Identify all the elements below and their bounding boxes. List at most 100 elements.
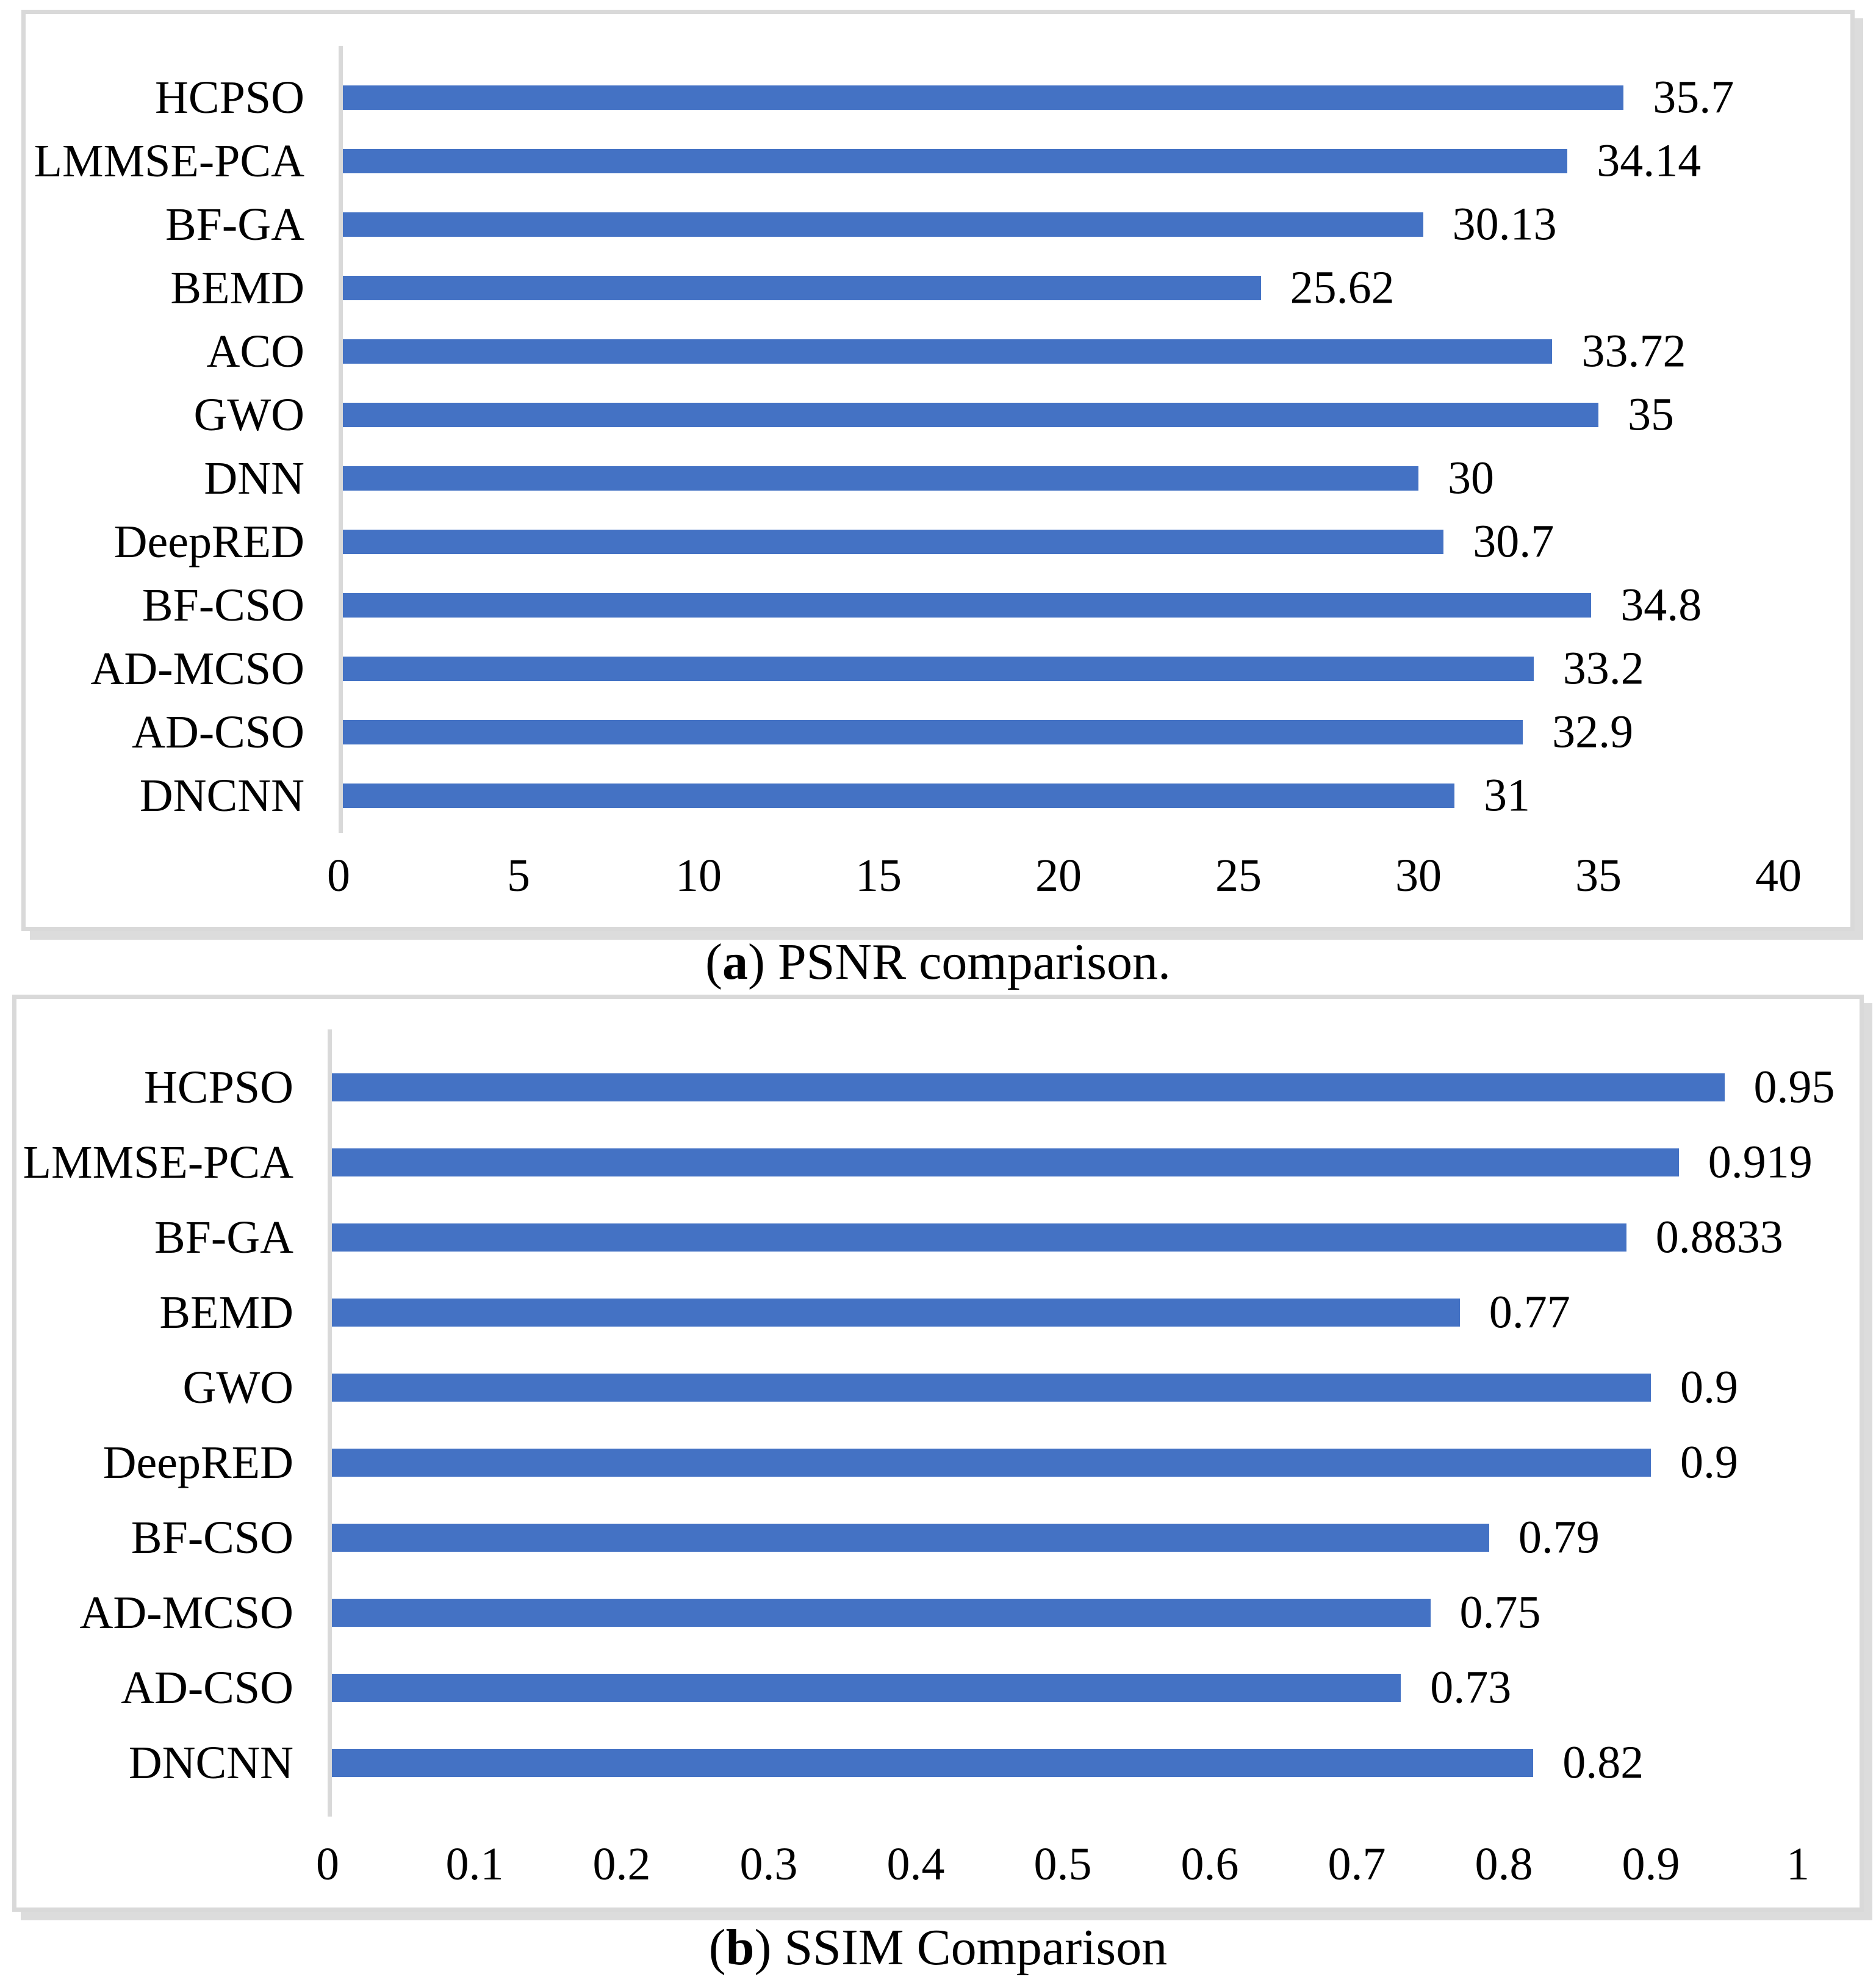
bar: 0.82 <box>328 1737 1644 1788</box>
value-label: 30.13 <box>1452 198 1557 250</box>
value-label: 0.77 <box>1489 1286 1570 1338</box>
x-axis-tick-label: 30 <box>1395 850 1442 901</box>
category-label: BEMD <box>170 262 304 314</box>
bar-row: AD-MCSO 0.75 <box>16 1575 1798 1650</box>
x-axis-tick-label: 0.5 <box>1033 1839 1092 1890</box>
bar-row: BF-GA 0.8833 <box>16 1200 1798 1275</box>
bar-track: 0.75 <box>328 1587 1798 1638</box>
value-label: 33.2 <box>1562 643 1644 694</box>
value-label: 0.9 <box>1680 1361 1738 1413</box>
bar-track: 31 <box>339 770 1778 821</box>
x-axis-tick-label: 0 <box>316 1839 339 1890</box>
bar-track: 0.79 <box>328 1511 1798 1563</box>
bar: 34.8 <box>339 580 1702 631</box>
category-label: DeepRED <box>102 1436 293 1488</box>
bar-track: 30.7 <box>339 516 1778 567</box>
bar-track: 32.9 <box>339 707 1778 758</box>
bar-track: 0.8833 <box>328 1211 1798 1263</box>
bar-row: AD-CSO 32.9 <box>26 701 1778 764</box>
bar-row: DNCNN 0.82 <box>16 1725 1798 1800</box>
x-axis-tick-label: 10 <box>675 850 722 901</box>
x-axis-tick-label: 20 <box>1035 850 1082 901</box>
bar: 31 <box>339 770 1530 821</box>
bar: 0.77 <box>328 1286 1570 1338</box>
bar-row: DNCNN 31 <box>26 764 1778 827</box>
value-label: 0.82 <box>1562 1737 1644 1788</box>
category-label: HCPSO <box>144 1061 293 1113</box>
bar-track: 0.919 <box>328 1136 1813 1187</box>
x-axis-tick-label: 0.2 <box>592 1839 651 1890</box>
category-label: DNCNN <box>139 770 304 821</box>
category-label: ACO <box>206 326 304 377</box>
bar-row: AD-CSO 0.73 <box>16 1650 1798 1725</box>
bar-row: DNN 30 <box>26 447 1778 510</box>
x-axis-tick-label: 0.6 <box>1181 1839 1239 1890</box>
bar: 30.7 <box>339 516 1554 567</box>
caption-text: SSIM Comparison <box>771 1919 1168 1976</box>
caption-paren-close: ) <box>747 934 765 990</box>
caption-paren-open: ( <box>705 934 722 990</box>
bar: 35 <box>339 389 1674 441</box>
category-label: AD-CSO <box>121 1662 293 1713</box>
value-label: 0.79 <box>1518 1511 1600 1563</box>
caption-text: PSNR comparison. <box>764 934 1171 990</box>
bar-row: DeepRED 30.7 <box>26 510 1778 574</box>
bar-row: HCPSO 35.7 <box>26 66 1778 129</box>
category-label: HCPSO <box>155 72 304 123</box>
category-label: GWO <box>193 389 304 441</box>
caption-paren-open: ( <box>708 1919 726 1976</box>
bar-row: LMMSE-PCA 34.14 <box>26 129 1778 193</box>
bar-row: DeepRED 0.9 <box>16 1425 1798 1500</box>
bar: 0.79 <box>328 1511 1600 1563</box>
caption-psnr: (a) PSNR comparison. <box>0 930 1876 995</box>
value-label: 0.95 <box>1753 1061 1835 1112</box>
caption-paren-close: ) <box>754 1919 772 1976</box>
x-axis-tick-label: 0.3 <box>739 1839 798 1890</box>
category-label: BEMD <box>159 1286 293 1338</box>
value-label: 31 <box>1484 769 1530 821</box>
x-axis-tick-label: 35 <box>1575 850 1622 901</box>
category-label: DeepRED <box>113 516 304 567</box>
value-label: 0.8833 <box>1655 1211 1783 1263</box>
bar-track: 30.13 <box>339 199 1778 250</box>
bar-row: BF-CSO 0.79 <box>16 1500 1798 1575</box>
category-label: BF-GA <box>165 199 304 250</box>
bar-track: 0.77 <box>328 1286 1798 1338</box>
bar: 33.72 <box>339 326 1686 377</box>
category-label: BF-CSO <box>131 1511 293 1563</box>
psnr-chart-panel: HCPSO 35.7 LMMSE-PCA 34.14 BF-GA 30.13 BEMD 25.… <box>21 10 1855 931</box>
bar-row: BF-CSO 34.8 <box>26 574 1778 637</box>
bar: 0.9 <box>328 1361 1738 1413</box>
value-label: 30 <box>1448 452 1494 504</box>
bar: 0.75 <box>328 1587 1541 1638</box>
bar-row: BEMD 25.62 <box>26 256 1778 320</box>
x-axis-tick-label: 25 <box>1215 850 1262 901</box>
x-axis-tick-label: 15 <box>855 850 902 901</box>
category-label: GWO <box>182 1361 293 1413</box>
ssim-chart-panel: HCPSO 0.95 LMMSE-PCA 0.919 BF-GA 0.8833 BEMD 0.… <box>12 995 1864 1912</box>
bar-track: 0.9 <box>328 1436 1798 1488</box>
bar-track: 35 <box>339 389 1778 441</box>
bar: 0.8833 <box>328 1211 1783 1263</box>
value-label: 30.7 <box>1473 516 1554 567</box>
y-axis-line <box>339 46 343 833</box>
x-axis-tick-label: 1 <box>1786 1839 1810 1890</box>
bar: 0.73 <box>328 1662 1511 1713</box>
bar-row: GWO 35 <box>26 383 1778 447</box>
bar-track: 0.82 <box>328 1737 1798 1788</box>
bar: 30 <box>339 453 1494 504</box>
category-label: AD-MCSO <box>90 643 305 694</box>
x-axis-tick-label: 5 <box>507 850 530 901</box>
x-axis-ticks: 0 5 10 15 20 25 30 35 40 <box>327 846 1802 905</box>
category-label: BF-CSO <box>142 580 304 631</box>
value-label: 0.75 <box>1459 1587 1541 1638</box>
value-label: 34.14 <box>1597 135 1702 187</box>
bar-track: 25.62 <box>339 262 1778 314</box>
value-label: 34.8 <box>1620 579 1702 631</box>
bar-row: LMMSE-PCA 0.919 <box>16 1125 1813 1200</box>
bar: 35.7 <box>339 72 1734 123</box>
category-label: LMMSE-PCA <box>34 135 304 187</box>
bar-row: ACO 33.72 <box>26 320 1778 383</box>
x-axis-tick-label: 0 <box>327 850 350 901</box>
